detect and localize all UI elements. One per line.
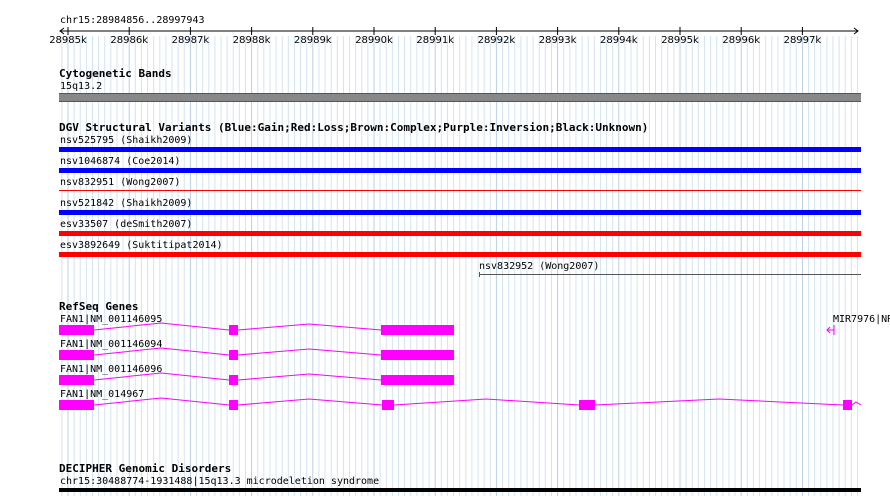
variant-label: nsv525795 (Shaikh2009) xyxy=(60,135,193,146)
ruler-tick-label: 28996k xyxy=(722,35,760,46)
exon xyxy=(59,350,94,360)
ruler-tick-label: 28997k xyxy=(783,35,822,46)
intron xyxy=(393,398,580,406)
gene-label: FAN1|NM_001146096 xyxy=(60,364,163,375)
ruler-tick-label: 28986k xyxy=(110,35,148,46)
ruler-tick-label: 28994k xyxy=(599,35,638,46)
intron xyxy=(93,322,230,331)
variant-label: nsv521842 (Shaikh2009) xyxy=(60,198,193,209)
ruler-tick-label: 28987k xyxy=(171,35,210,46)
decipher-item-label: chr15:30488774-1931488|15q13.3 microdele… xyxy=(60,476,380,487)
exon xyxy=(381,350,454,360)
variant-label: nsv1046874 (Coe2014) xyxy=(60,156,181,167)
mir-strand-arrow xyxy=(826,326,831,334)
decipher-track-title: DECIPHER Genomic Disorders xyxy=(59,462,232,475)
variant-bar-loss[interactable] xyxy=(59,231,861,236)
ruler-tick-label: 28995k xyxy=(661,35,699,46)
decipher-bar[interactable] xyxy=(59,488,861,492)
intron xyxy=(237,398,383,406)
region-label: chr15:28984856..28997943 xyxy=(60,15,205,26)
exon xyxy=(382,400,394,410)
ruler-tick-label: 28990k xyxy=(355,35,393,46)
exon xyxy=(579,400,595,410)
ruler-tick-label: 28989k xyxy=(293,35,332,46)
refseq-track-title: RefSeq Genes xyxy=(59,300,139,313)
exon xyxy=(59,375,94,385)
variant-bar-loss[interactable] xyxy=(59,252,861,257)
ruler-tick-label: 28988k xyxy=(232,35,271,46)
gene-label: FAN1|NM_014967 xyxy=(60,389,145,400)
ruler-tick-label: 28992k xyxy=(477,35,516,46)
variant-label: esv3892649 (Suktitipat2014) xyxy=(60,240,223,251)
variant-start-mark xyxy=(479,272,480,277)
intron xyxy=(594,398,844,406)
ruler-tick-label: 28993k xyxy=(538,35,577,46)
intron xyxy=(237,348,382,356)
variant-label: nsv832951 (Wong2007) xyxy=(60,177,181,188)
exon xyxy=(381,325,454,335)
variant-bar-gain[interactable] xyxy=(59,168,861,173)
cyto-band-label: 15q13.2 xyxy=(60,81,103,92)
cyto-band[interactable] xyxy=(59,93,861,102)
ruler-tick-label: 28991k xyxy=(416,35,454,46)
variant-line-unknown[interactable] xyxy=(479,274,861,275)
variant-label: esv33507 (deSmith2007) xyxy=(60,219,193,230)
intron xyxy=(93,372,230,381)
variant-bar-gain[interactable] xyxy=(59,210,861,215)
variant-line-loss[interactable] xyxy=(59,190,861,191)
variant-bar-gain[interactable] xyxy=(59,147,861,152)
exon xyxy=(59,400,94,410)
gene-label: FAN1|NM_001146095 xyxy=(60,314,163,325)
ruler-tick-label: 28985k xyxy=(49,35,87,46)
gene-label: FAN1|NM_001146094 xyxy=(60,339,163,350)
dgv-track-title: DGV Structural Variants (Blue:Gain;Red:L… xyxy=(59,121,649,134)
intron xyxy=(237,323,382,331)
exon xyxy=(229,325,238,335)
intron xyxy=(237,373,382,381)
exon xyxy=(381,375,454,385)
cyto-track-title: Cytogenetic Bands xyxy=(59,67,172,80)
exon xyxy=(229,400,238,410)
variant-label: nsv832952 (Wong2007) xyxy=(479,261,600,272)
intron xyxy=(93,397,230,406)
intron xyxy=(851,401,862,406)
gene-label: MIR7976|NR_ xyxy=(833,314,890,325)
exon xyxy=(229,350,238,360)
exon xyxy=(229,375,238,385)
ruler-axis[interactable] xyxy=(0,0,890,40)
exon xyxy=(59,325,94,335)
intron xyxy=(93,347,230,356)
exon xyxy=(843,400,852,410)
